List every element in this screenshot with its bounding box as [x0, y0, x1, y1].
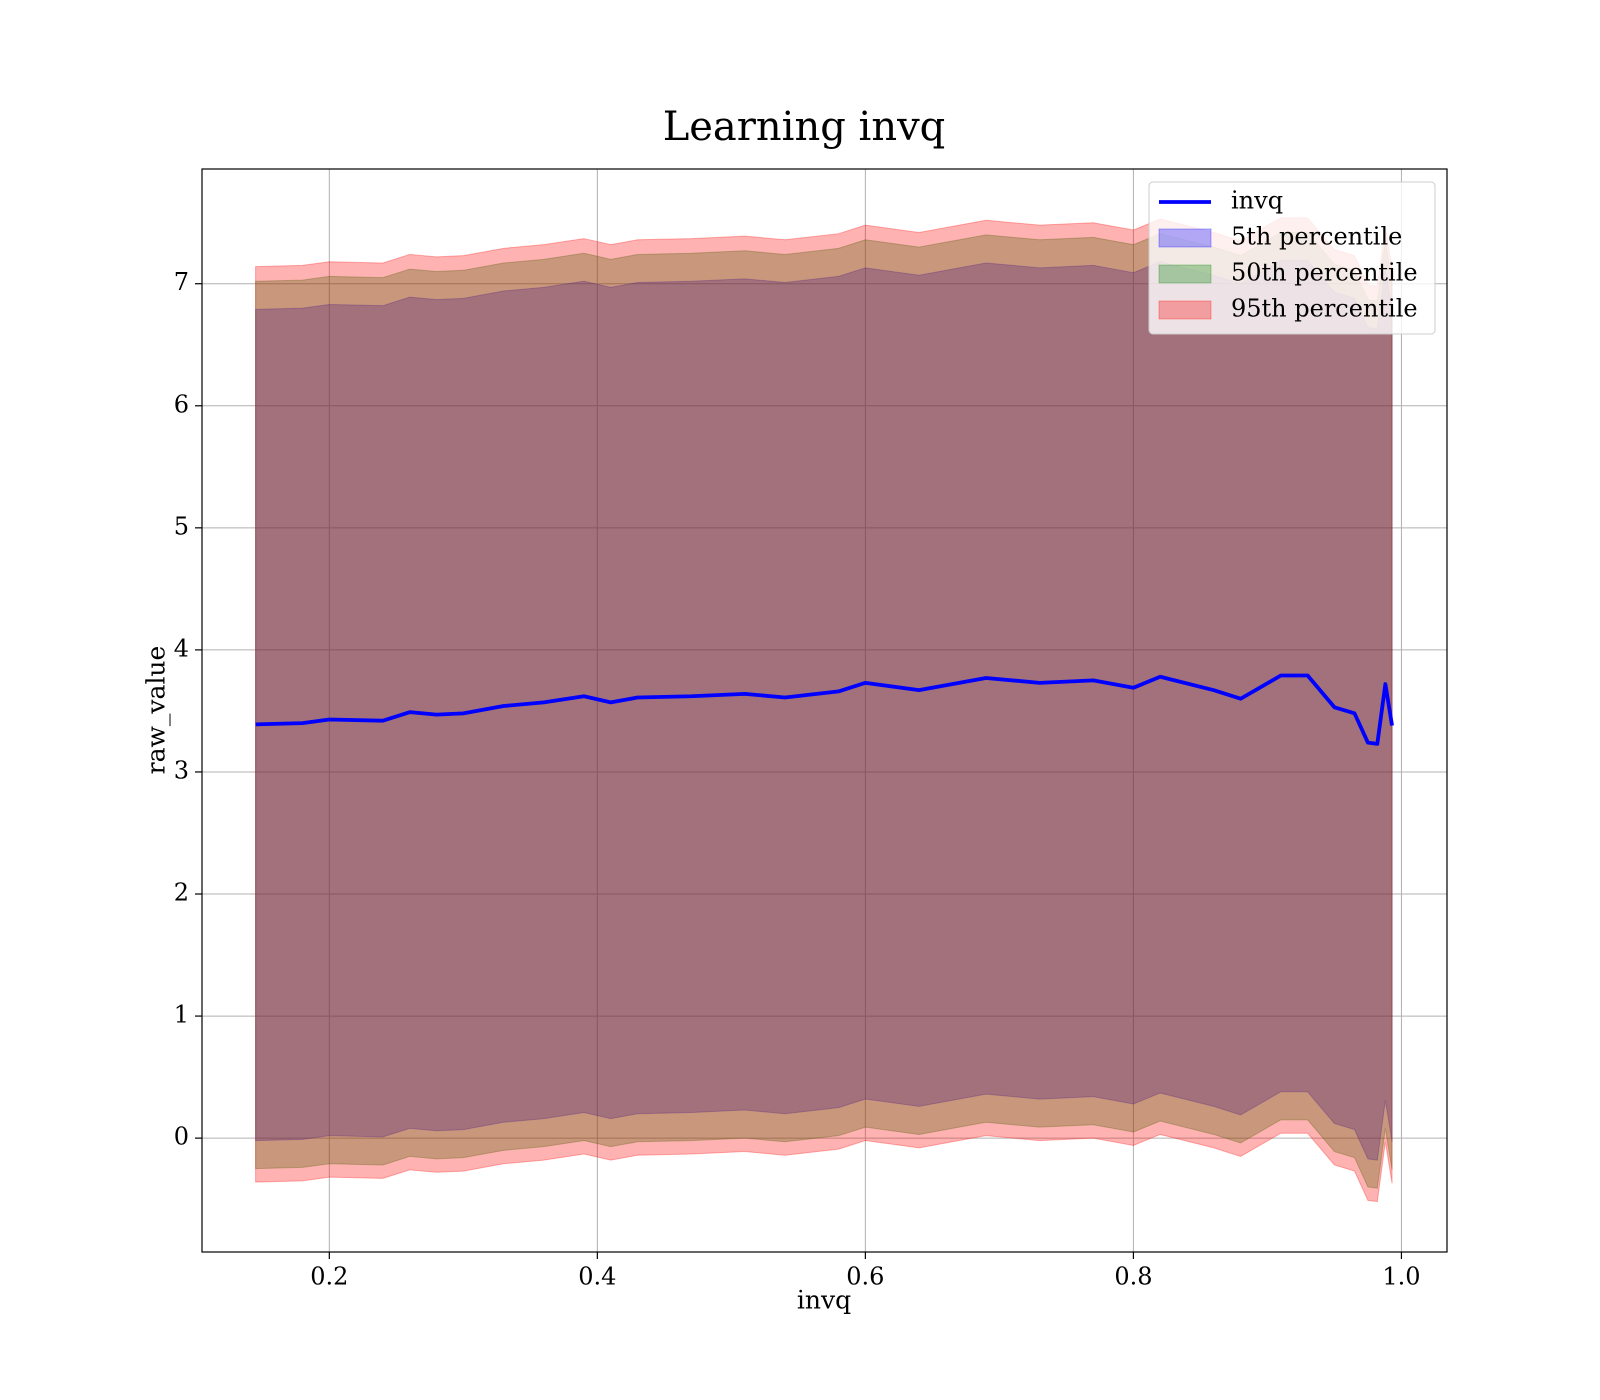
plot-frame [201, 168, 1448, 1253]
y-tick-label: 2 [174, 879, 189, 907]
line [255, 673, 1394, 746]
legend-label: invq [1231, 187, 1283, 215]
legend-box [1148, 181, 1436, 335]
x-tick-label: 0.4 [578, 1263, 616, 1291]
y-tick-label: 7 [174, 268, 189, 296]
legend-label: 95th percentile [1231, 295, 1418, 323]
band [255, 231, 1393, 1189]
y-tick-label: 6 [174, 390, 189, 418]
y-tick-label: 0 [174, 1123, 189, 1151]
y-tick-label: 1 [174, 1001, 189, 1029]
legend-swatch [1158, 228, 1212, 248]
chart-title: Learning invq [663, 104, 946, 150]
y-tick-label: 3 [174, 756, 189, 784]
y-axis-label: raw_value [142, 646, 171, 775]
legend-swatch [1158, 264, 1212, 284]
legend-label: 50th percentile [1231, 259, 1418, 287]
legend-label: 5th percentile [1231, 223, 1402, 251]
x-tick-label: 1.0 [1382, 1263, 1420, 1291]
x-tick-label: 0.6 [846, 1263, 884, 1291]
band [255, 217, 1393, 1203]
x-tick-label: 0.8 [1114, 1263, 1152, 1291]
x-axis-label: invq [797, 1286, 851, 1315]
legend: invq 5th percentile 50th percentile 95th pe… [1148, 181, 1436, 335]
band [255, 260, 1393, 1161]
y-tick-label: 4 [174, 634, 189, 662]
y-tick-label: 5 [174, 512, 189, 540]
legend-swatch [1158, 300, 1212, 320]
x-tick-label: 0.2 [310, 1263, 348, 1291]
